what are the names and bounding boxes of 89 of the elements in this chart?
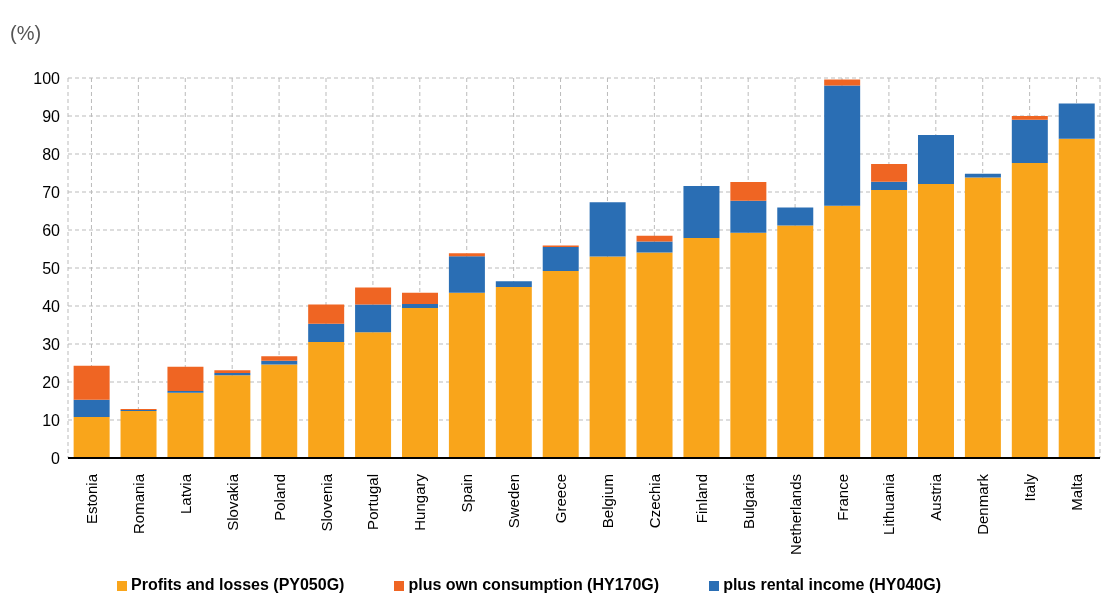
x-tick-label: Bulgaria [739,473,757,530]
x-tick-label: Hungary [411,473,429,531]
bar [120,410,157,458]
x-tick-label: Italy [1021,473,1039,502]
x-tick-label: Austria [927,473,945,521]
bar [1058,138,1095,458]
x-tick-label: Czechia [645,473,663,529]
x-tick-label: Slovenia [317,473,335,532]
bar [308,342,345,458]
bar [73,365,110,400]
x-tick-label: Lithuania [880,473,898,535]
x-tick-label: Belgium [598,474,616,529]
bar [73,399,110,417]
bar [683,185,720,238]
bar [917,135,954,185]
y-tick-label: 10 [42,411,61,429]
bar [1058,103,1095,139]
bar [401,307,438,458]
bar [964,173,1001,178]
bar [1011,119,1048,164]
bar [495,287,532,458]
bar [777,225,814,458]
bar [355,332,392,458]
y-tick-label: 90 [42,107,61,125]
y-tick-label: 100 [33,69,61,87]
x-tick-label: Greece [552,474,570,524]
x-tick-label: Romania [129,473,147,535]
bar [214,375,251,458]
bar [730,182,767,201]
x-tick-label: Poland [270,474,288,521]
x-tick-label: Estonia [82,473,100,525]
bar [308,323,345,343]
bar [917,184,954,458]
x-tick-label: Latvia [176,473,194,515]
bar [167,392,204,458]
bar [636,241,673,253]
bar [261,360,298,365]
bar [777,207,814,226]
x-tick-label: Portugal [364,474,382,530]
x-tick-label: Denmark [974,473,992,535]
bar [401,292,438,305]
bar [355,287,392,305]
bar [636,252,673,458]
bar [542,247,579,272]
bar [730,200,767,233]
bar [871,181,908,191]
bar [871,163,908,182]
bar [495,281,532,287]
x-tick-label: Finland [692,474,710,524]
bar [824,85,861,206]
bar [261,364,298,458]
bar [871,190,908,458]
x-tick-label: Spain [458,474,476,513]
bar [448,253,485,257]
x-tick-label: France [833,474,851,521]
bar [1011,163,1048,458]
x-tick-label: Slovakia [223,473,241,531]
legend-label: Profits and losses (PY050G) [131,576,345,593]
bar [824,205,861,458]
bar [448,256,485,293]
bar [448,292,485,458]
bar [355,304,392,333]
y-tick-label: 30 [42,335,61,353]
bar [589,202,626,257]
x-tick-label: Netherlands [786,474,804,555]
legend-label: plus rental income (HY040G) [723,576,941,593]
bar [261,356,298,361]
bar [964,177,1001,458]
bar [401,304,438,308]
y-tick-label: 0 [51,449,61,467]
y-tick-label: 40 [42,297,61,315]
y-tick-label: 60 [42,221,61,239]
bar [683,237,720,458]
bar [1011,116,1048,120]
bar [308,304,345,324]
y-tick-label: 80 [42,145,61,163]
x-tick-label: Malta [1068,473,1086,511]
y-tick-label: 20 [42,373,61,391]
bar [167,366,204,392]
bar [730,232,767,458]
bar [542,271,579,458]
y-axis-title: (%) [10,22,42,45]
x-tick-label: Sweden [505,474,523,529]
y-tick-label: 50 [42,259,61,277]
y-tick-label: 70 [42,183,61,201]
bar [824,79,861,86]
legend-label: plus own consumption (HY170G) [408,576,660,593]
bar [73,416,110,458]
bar [589,256,626,458]
